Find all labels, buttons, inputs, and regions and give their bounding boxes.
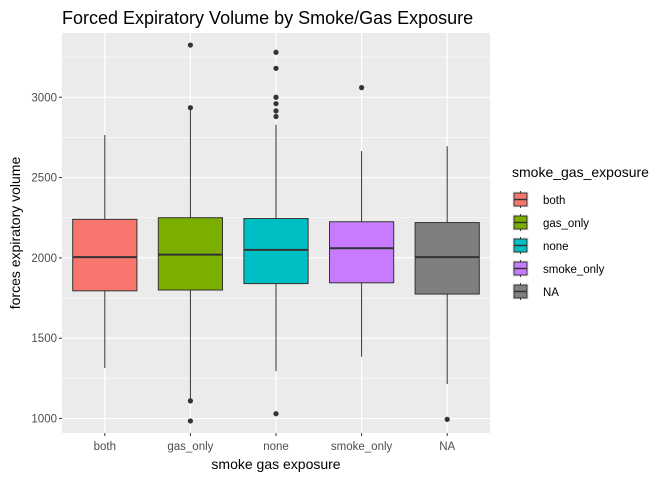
outlier-point	[273, 49, 279, 55]
box-gas_only	[157, 42, 223, 424]
box-smoke_only	[329, 85, 395, 357]
legend-label: smoke_only	[543, 264, 605, 276]
x-tick-label: gas_only	[167, 441, 213, 453]
legend-key-gas_only	[512, 214, 529, 231]
y-axis-title: forces expiratory volume	[7, 157, 23, 310]
box-none	[243, 49, 309, 417]
box-NA	[414, 146, 480, 422]
outlier-point	[187, 105, 193, 111]
x-tick-label: smoke_only	[331, 441, 393, 453]
x-tick-label: both	[94, 441, 116, 453]
outlier-point	[187, 418, 193, 424]
box-body	[243, 218, 309, 285]
legend-key-smoke_only	[512, 260, 529, 277]
y-tick-label: 1000	[31, 414, 57, 426]
legend-title: smoke_gas_exposure	[512, 164, 649, 180]
legend-label: gas_only	[543, 218, 589, 230]
legend-label: both	[543, 195, 565, 207]
outlier-point	[444, 416, 450, 422]
outlier-point	[359, 85, 365, 91]
chart-title: Forced Expiratory Volume by Smoke/Gas Ex…	[62, 8, 473, 28]
outlier-point	[273, 108, 279, 114]
outlier-point	[273, 65, 279, 71]
outlier-point	[273, 113, 279, 120]
y-tick-label: 3000	[31, 92, 57, 104]
x-tick-label: NA	[439, 441, 455, 453]
legend-label: NA	[543, 287, 559, 299]
legend-key-both	[512, 191, 529, 208]
y-tick-label: 1500	[31, 333, 57, 345]
boxes	[72, 42, 480, 424]
outlier-point	[273, 411, 279, 417]
legend-key-NA	[512, 283, 529, 300]
y-axis-ticks: 1000 1500 2000 2500 3000	[31, 92, 62, 426]
x-tick-label: none	[263, 441, 289, 453]
legend-label: none	[543, 241, 569, 253]
x-axis-ticks: both gas_only none smoke_only NA	[94, 433, 456, 453]
outlier-point	[187, 398, 193, 404]
outlier-point	[273, 94, 279, 100]
x-axis-title: smoke gas exposure	[211, 456, 340, 472]
box-body	[414, 222, 480, 295]
outlier-point	[273, 101, 279, 107]
box-body	[329, 221, 395, 284]
box-both	[72, 135, 138, 368]
y-tick-label: 2000	[31, 253, 57, 265]
outlier-point	[187, 42, 193, 48]
legend-key-none	[512, 237, 529, 254]
box-body	[72, 218, 138, 292]
y-tick-label: 2500	[31, 173, 57, 185]
